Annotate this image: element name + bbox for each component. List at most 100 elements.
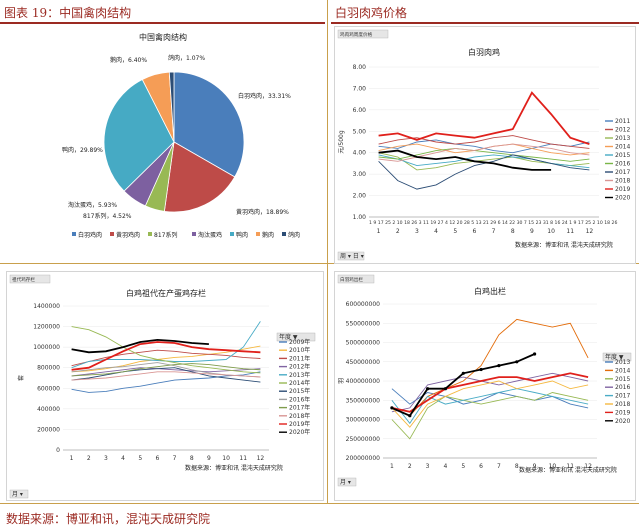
output-line-chart: 白鸡出栏 600000000 550000000 500000000 450000000… [337,274,632,487]
stock-legend-header[interactable]: 年度 ▼ [279,333,298,341]
stock-xtick: 8 [190,455,194,462]
output-xtick: 4 [444,463,448,470]
stock-series-7 [71,367,261,383]
pie-panel-header: 图表 19：中国禽肉结构 [0,0,325,24]
output-series-3 [391,392,589,440]
stock-xtick: 11 [239,455,247,462]
stock-xtick: 3 [104,455,108,462]
pie-legend-label: 817系列 [154,231,177,239]
pie-title: 中国禽肉结构 [139,32,187,42]
output-point [461,371,465,375]
stock-legend-label: 2020年 [289,428,310,436]
stock-legend-label: 2015年 [289,387,310,395]
output-point [426,387,430,391]
stock-legend-label: 2014年 [289,379,310,387]
stock-tab-bg[interactable] [9,274,51,284]
pie-slice-2 [163,141,236,213]
output-xtick: 8 [515,463,519,470]
pie-legend-label: 淘汰蛋鸡 [198,231,222,239]
stock-series-12 [71,338,209,354]
stock-xtick: 9 [207,455,211,462]
price-xtick: 10 [547,228,555,235]
stock-xtick: 7 [173,455,177,462]
output-ytick: 400000000 [346,378,381,385]
price-series-9 [378,91,590,145]
price-xtick: 1 [377,228,381,235]
price-series-7 [378,154,590,190]
output-point [408,414,412,418]
stock-series-3 [71,349,261,367]
pie-legend-swatch [192,232,196,236]
stock-xtick: 2 [87,455,91,462]
stock-legend-label: 2010年 [289,346,310,354]
price-title: 白羽肉鸡 [468,47,500,57]
stock-xtick: 6 [156,455,160,462]
stock-legend-label: 2013年 [289,371,310,379]
pie-data-label: 鸽肉，1.07% [168,54,205,62]
price-xtick: 2 [396,228,400,235]
output-legend-header[interactable]: 年度 ▼ [605,353,624,361]
price-ytick: 3.00 [353,171,367,178]
output-tab[interactable]: 白羽鸡出栏 [340,276,363,283]
output-xtick: 10 [549,463,557,470]
price-line-chart: 白羽肉鸡 8.00 7.00 6.00 5.00 4.00 3.00 2.00 1.00 元/50… [337,29,630,261]
stock-tab[interactable]: 祖代鸡存栏 [12,276,35,283]
footer-source: 数据来源：博亚和讯，混沌天成研究院 [6,512,211,526]
stock-series-6 [71,326,261,374]
stock-footer-button[interactable]: 月 ▾ [12,491,23,498]
pie-panel-title: 图表 19：中国禽肉结构 [4,6,132,20]
output-footer-button[interactable]: 月 ▾ [340,479,351,486]
price-tab-bg[interactable] [337,29,389,39]
output-ytick: 550000000 [346,320,381,327]
pie-legend-swatch [72,232,76,236]
output-xtick: 9 [533,463,537,470]
price-xtick: 6 [473,228,477,235]
output-xtick: 6 [479,463,483,470]
output-legend-label: 2020 [615,418,630,425]
price-footer-button-bg[interactable] [337,251,365,261]
pie-legend-swatch [230,232,234,236]
stock-xtick: 10 [222,455,230,462]
price-series-1 [378,139,590,154]
stock-ytick: 600000 [37,385,60,392]
pie-legend-label: 鸭肉 [236,231,248,239]
price-tab[interactable]: 鸡肉鸡周度价格 [340,31,373,38]
price-footer-button[interactable]: 周 ▾ 日 ▾ [340,253,364,260]
output-legend-header-bg[interactable] [602,352,632,362]
pie-data-label: 鸭肉，29.89% [62,146,103,154]
pie-legend-label: 白羽鸡肉 [78,231,102,239]
price-ytick: 5.00 [353,128,367,135]
stock-series-9 [71,363,261,377]
output-series-6 [391,380,589,428]
output-footer-button-bg[interactable] [337,477,357,487]
price-legend-label: 2016 [615,161,630,168]
pie-legend-label: 鹅肉 [262,231,274,239]
output-source: 数据来源：博亚和讯 混沌天成研究院 [519,466,617,474]
output-xtick: 5 [461,463,465,470]
output-point [390,406,394,410]
price-panel-header: 白羽肉鸡价格 [331,0,639,24]
output-ytick: 600000000 [346,301,381,308]
price-legend-label: 2012 [615,127,630,134]
pie-slice-1 [173,71,245,178]
output-tab-bg[interactable] [337,274,375,284]
price-xtick: 5 [453,228,457,235]
output-point [533,352,537,356]
pie-data-label: 817系列，4.52% [83,212,132,220]
pie-slice-5 [103,79,175,192]
stock-series-1 [71,371,261,393]
output-title: 白鸡出栏 [474,286,506,296]
price-week-ticks: 1 9 17 25 2 10 18 26 3 11 19 27 4 12 20 … [369,220,617,226]
output-xtick: 12 [584,463,592,470]
price-series-8 [378,143,590,162]
output-legend-label: 2018 [615,401,630,408]
stock-legend-label: 2018年 [289,412,310,420]
pie-data-label: 白羽鸡肉，33.31% [238,92,291,100]
stock-legend-header-bg[interactable] [276,332,316,342]
output-legend-label: 2013 [615,359,630,366]
stock-xtick: 1 [70,455,74,462]
price-legend-label: 2020 [615,195,630,202]
stock-footer-button-bg[interactable] [9,489,29,499]
stock-legend-label: 2016年 [289,395,310,403]
